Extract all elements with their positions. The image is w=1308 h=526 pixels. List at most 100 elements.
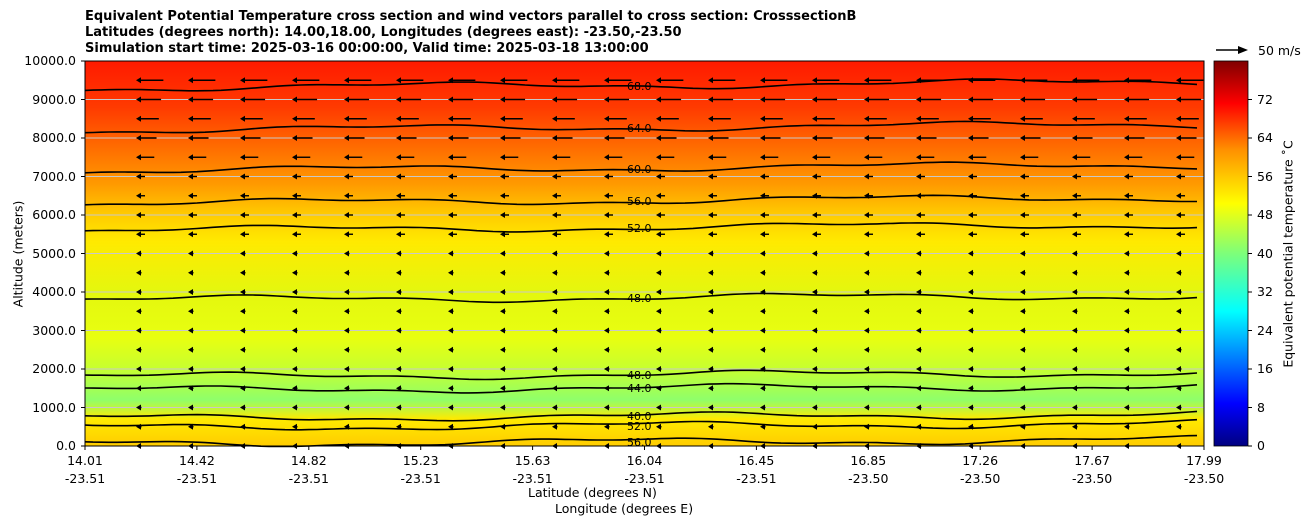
wind-vector: [188, 135, 209, 141]
wind-vector: [656, 289, 662, 295]
wind-vector: [968, 250, 974, 257]
wind-vector: [240, 346, 246, 353]
wind-vector: [1124, 250, 1130, 257]
x-tick-label: 17.67 -23.50: [1072, 452, 1112, 488]
wind-vector: [604, 327, 610, 334]
wind-vector: [396, 366, 402, 372]
wind-vector: [1020, 250, 1026, 257]
wind-vector: [344, 269, 350, 276]
wind-vector: [812, 327, 818, 334]
wind-vector: [916, 173, 925, 180]
wind-vector: [864, 404, 870, 411]
wind-vector: [552, 308, 558, 315]
y-tick-label: 10000.0: [24, 53, 76, 68]
wind-vector: [292, 212, 301, 218]
wind-vector: [1020, 289, 1026, 295]
wind-vector: [136, 231, 145, 238]
wind-vector: [552, 404, 558, 411]
wind-vector: [448, 173, 457, 180]
wind-vector: [136, 173, 145, 180]
wind-vector: [1124, 289, 1130, 295]
wind-vector: [292, 250, 298, 257]
wind-vector: [344, 366, 350, 372]
wind-vector: [968, 212, 977, 218]
wind-vector: [708, 192, 717, 199]
wind-vector: [604, 77, 632, 84]
wind-vector: [344, 173, 353, 180]
wind-vector: [500, 77, 528, 84]
wind-vector: [552, 77, 580, 84]
wind-vector: [552, 289, 558, 295]
wind-vector: [292, 192, 301, 199]
wind-vector: [240, 269, 246, 276]
wind-vector: [1176, 366, 1182, 372]
wind-vector: [864, 135, 885, 141]
contour-line-52.0: [84, 418, 1198, 431]
contour-label: 44.0: [627, 382, 652, 396]
wind-vector: [396, 154, 415, 161]
wind-vector: [1176, 346, 1182, 353]
wind-vector: [760, 231, 769, 238]
wind-vector: [448, 77, 476, 84]
wind-vector: [760, 423, 766, 430]
x-tick-lat: 16.85: [850, 453, 887, 468]
wind-vector: [1176, 250, 1182, 257]
wind-vector: [968, 96, 994, 103]
wind-vector: [188, 269, 194, 276]
wind-vector: [1020, 212, 1029, 218]
wind-vector: [656, 423, 662, 430]
wind-vector: [864, 327, 870, 334]
wind-vector: [396, 135, 417, 141]
wind-vector: [188, 308, 194, 315]
wind-vector: [1176, 77, 1204, 84]
y-tick-label: 1000.0: [32, 399, 76, 415]
wind-vector: [812, 404, 818, 411]
wind-vector: [1020, 115, 1043, 122]
wind-vector: [188, 212, 197, 218]
wind-vector: [916, 77, 944, 84]
wind-vector: [292, 366, 298, 372]
wind-vector: [448, 154, 467, 161]
wind-vector: [656, 327, 662, 334]
wind-vector: [916, 289, 922, 295]
x-tick-lon: -23.50: [1071, 471, 1113, 486]
wind-vector: [1072, 250, 1078, 257]
wind-vector: [500, 327, 506, 334]
wind-vector: [1124, 77, 1152, 84]
x-tick-lat: 16.45: [738, 453, 775, 468]
wind-vector: [396, 173, 405, 180]
wind-vector: [708, 96, 734, 103]
wind-vector: [136, 269, 142, 276]
wind-vector: [240, 77, 268, 84]
wind-vector: [1020, 385, 1026, 392]
wind-vector: [968, 115, 991, 122]
wind-vector: [1020, 269, 1026, 276]
wind-vector: [448, 250, 454, 257]
wind-vector: [1072, 289, 1078, 295]
contour-label: 64.0: [627, 122, 652, 136]
x-tick-lat: 14.42: [178, 453, 215, 468]
wind-vector: [604, 404, 610, 411]
wind-vector: [500, 115, 523, 122]
contour-line-68.0: [84, 78, 1198, 92]
wind-vector: [760, 154, 779, 161]
wind-vector: [1020, 308, 1026, 315]
wind-vector: [604, 308, 610, 315]
wind-vector: [708, 366, 714, 372]
wind-vector: [864, 77, 892, 84]
wind-vector: [500, 289, 506, 295]
wind-vector: [864, 289, 870, 295]
wind-vector: [500, 269, 506, 276]
wind-vector: [760, 346, 766, 353]
wind-vector: [344, 404, 350, 411]
x-tick-lon: -23.51: [736, 471, 777, 486]
wind-vector: [396, 231, 405, 238]
wind-vector: [708, 327, 714, 334]
wind-vector: [188, 423, 194, 430]
wind-vector: [188, 192, 197, 199]
x-tick-lon: -23.51: [288, 471, 329, 486]
wind-vector: [552, 346, 558, 353]
wind-vector: [188, 385, 194, 392]
wind-vector: [188, 96, 214, 103]
wind-vector: [708, 423, 714, 430]
